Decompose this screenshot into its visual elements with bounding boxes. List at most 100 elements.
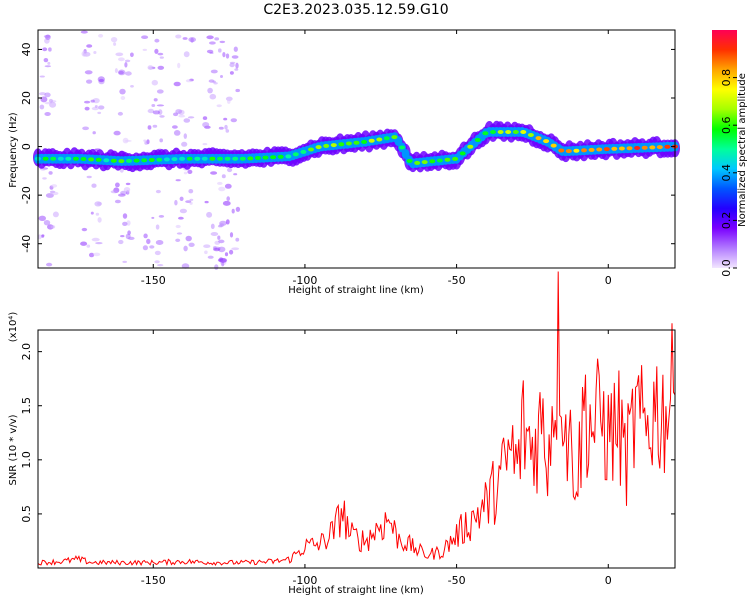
spectrogram-scatter-blob (152, 124, 158, 128)
spectrogram-ridge-core (603, 147, 610, 152)
spectrogram-scatter-blob (82, 126, 89, 131)
spectrogram-ridge-core (110, 158, 117, 163)
spectrogram-scatter-blob (175, 179, 181, 182)
colorbar-tick-label: 0.4 (720, 164, 733, 182)
spectrogram-scatter-blob (159, 138, 163, 143)
spectrogram-ridge-core (649, 145, 656, 150)
spectrogram-ridge-core (232, 156, 239, 161)
spectrogram-ridge-core (239, 156, 246, 161)
spectrogram-scatter-blob (151, 79, 158, 86)
spectrogram-scatter-blob (183, 118, 191, 123)
spectrogram-ridge-core (429, 159, 436, 164)
spectrogram-ridge-core (65, 156, 72, 161)
spectrogram-scatter-blob (222, 52, 226, 58)
spectrogram-scatter-blob (204, 200, 209, 204)
spectrogram-ridge-core (535, 136, 542, 141)
spectrogram-scatter-blob (225, 53, 230, 59)
spectrogram-scatter-blob (50, 225, 56, 229)
colorbar-label: Normalized spectral amplitude (737, 73, 748, 227)
snr-plot-area (38, 330, 675, 568)
spectrogram-scatter-blob (147, 125, 152, 130)
spectrogram-ridge-core (186, 156, 193, 161)
spectrogram-scatter-blob (51, 184, 58, 188)
spectrogram-frame (37, 29, 676, 269)
colorbar-gradient (712, 30, 737, 268)
spectrogram-scatter-blob (86, 244, 91, 248)
spectrogram-scatter-blob (117, 111, 123, 116)
spectrogram-ridge-core (421, 160, 428, 165)
spectrogram-ridge-core (550, 143, 557, 148)
spectrogram-y-axis-label: Frequency (Hz) (8, 112, 19, 188)
spectrogram-ridge-core (641, 145, 648, 150)
snr-series-line (37, 271, 676, 567)
spectrogram-scatter-blob (89, 252, 95, 258)
spectrogram-scatter-blob (233, 46, 238, 52)
snr-y-tick-label: 2.0 (20, 343, 33, 361)
spectrogram-scatter-blob (229, 71, 234, 75)
spectrogram-ridge-core (163, 157, 170, 162)
spectrogram-scatter-blob (225, 219, 230, 225)
spectrogram-scatter-blob (185, 235, 192, 242)
spectrogram-scatter-blob (90, 211, 94, 215)
spectrogram-scatter-blob (95, 212, 100, 216)
spectrogram-scatter-blob (182, 37, 188, 40)
spectrogram-scatter-blob (159, 56, 164, 59)
spectrogram-ridge-core (368, 138, 375, 143)
spectrogram-scatter-blob (113, 130, 121, 136)
spectrogram-scatter-blob (219, 40, 226, 44)
spectrogram-scatter-blob (181, 141, 188, 147)
spectrogram-scatter-blob (175, 34, 182, 39)
spectrogram-scatter-blob (185, 200, 192, 204)
snr-y-tick-label: 1.0 (20, 451, 33, 469)
spectrogram-y-tick-label: -20 (20, 186, 33, 204)
spectrogram-scatter-blob (90, 99, 95, 103)
spectrogram-ridge-core (262, 155, 269, 160)
spectrogram-ridge-core (148, 158, 155, 162)
spectrogram-scatter-blob (216, 104, 222, 108)
snr-x-axis-label: Height of straight line (km) (288, 585, 424, 596)
spectrogram-scatter-blob (43, 58, 49, 63)
snr-y-ticks: 0.5 1.0 1.5 2.0 (20, 343, 675, 523)
spectrogram-ridge-core (452, 156, 459, 161)
spectrogram-scatter-blob (126, 220, 131, 226)
spectrogram-ridge-core (626, 146, 633, 151)
spectrogram-scatter-blob (48, 98, 53, 103)
spectrogram-ridge-core (490, 130, 496, 134)
spectrogram-ridge-core (141, 158, 148, 163)
spectrogram-ridge-core (80, 157, 87, 161)
colorbar: 0.0 0.2 0.4 0.6 0.8 Normalized spectral ampl… (712, 30, 748, 277)
spectrogram-scatter-blob (227, 167, 233, 173)
spectrogram-ridge-core (596, 147, 603, 152)
spectrogram-scatter-blob (174, 199, 178, 206)
spectrogram-ridge-core (474, 138, 481, 142)
spectrogram-x-tick-label: -50 (448, 274, 466, 287)
spectrogram-scatter-blob (219, 220, 227, 226)
spectrogram-scatter-blob (123, 187, 131, 193)
spectrogram-scatter-blob (202, 116, 208, 120)
spectrogram-ridge-core (254, 156, 261, 160)
spectrogram-ridge-core (618, 146, 625, 151)
spectrogram-scatter-blob (149, 245, 155, 249)
spectrogram-scatter-blob (124, 71, 132, 76)
spectrogram-scatter-blob (230, 118, 237, 123)
spectrogram-ridge-core (505, 130, 512, 134)
spectrogram-ridge-core (520, 130, 527, 134)
spectrogram-scatter-blob (44, 112, 51, 116)
spectrogram-scatter-blob (141, 35, 149, 39)
spectrogram-scatter-blob (40, 96, 48, 103)
spectrogram-scatter-blob (220, 75, 223, 78)
spectrogram-scatter-blob (130, 52, 134, 58)
colorbar-tick-label: 0.6 (720, 116, 733, 134)
spectrogram-scatter-blob (93, 51, 97, 54)
spectrogram-scatter-blob (147, 65, 154, 70)
spectrogram-panel: -150 -100 -50 0 40 20 0 -20 -40 Height of strai… (8, 29, 680, 296)
spectrogram-scatter-blob (114, 68, 118, 74)
snr-x-ticks: -150 -100 -50 0 (141, 330, 612, 587)
spectrogram-ridge-core (323, 143, 330, 148)
spectrogram-scatter-blob (156, 89, 164, 94)
spectrogram-scatter-blob (41, 234, 45, 237)
spectrogram-ridge-core (209, 156, 216, 161)
spectrogram-scatter-blob (154, 38, 160, 43)
spectrogram-ridge-core (247, 156, 254, 161)
